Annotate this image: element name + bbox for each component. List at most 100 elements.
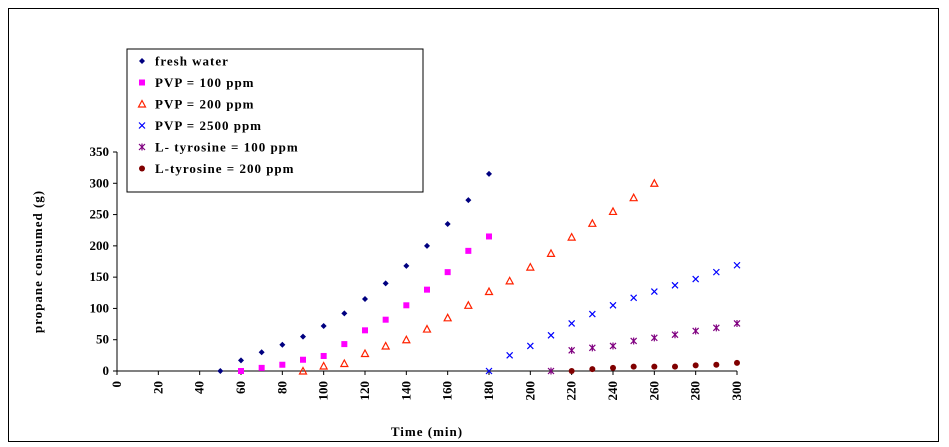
data-point: [671, 281, 679, 289]
data-point: [608, 206, 618, 216]
data-point: [650, 334, 658, 342]
data-point: [465, 197, 472, 204]
x-tick-label: 100: [316, 381, 331, 401]
legend-item: PVP = 200 ppm: [137, 97, 255, 112]
data-point: [258, 364, 265, 371]
data-point: [320, 352, 327, 359]
data-point: [238, 368, 244, 374]
data-point: [279, 341, 286, 348]
legend-label: PVP = 100 ppm: [155, 75, 255, 90]
y-tick-label: 350: [90, 144, 110, 159]
y-tick-label: 0: [103, 363, 110, 378]
data-point: [506, 351, 514, 359]
legend-marker: [138, 122, 146, 129]
x-tick-label: 280: [688, 381, 703, 401]
series-6: [568, 359, 740, 374]
data-point: [465, 247, 472, 254]
legend-label: fresh water: [155, 54, 229, 69]
data-point: [630, 337, 638, 345]
data-point: [382, 280, 389, 287]
legend-marker: [139, 58, 145, 64]
x-tick-label: 40: [192, 381, 207, 394]
data-point: [692, 275, 700, 283]
data-point: [381, 341, 391, 350]
data-point: [526, 342, 534, 350]
data-point: [422, 324, 432, 333]
data-point: [733, 319, 741, 327]
data-point: [692, 362, 699, 369]
y-axis-title: propane consumed (g): [30, 190, 45, 333]
data-point: [630, 363, 637, 370]
data-point: [319, 361, 329, 370]
data-point: [609, 342, 617, 350]
legend-item: PVP = 100 ppm: [139, 75, 255, 90]
data-point: [403, 262, 410, 269]
legend-label: L-tyrosine = 200 ppm: [155, 161, 294, 176]
data-point: [568, 368, 575, 374]
legend-marker: [139, 79, 145, 86]
y-tick-label: 200: [90, 238, 110, 253]
data-point: [401, 334, 411, 344]
legend-item: L- tyrosine = 100 ppm: [138, 140, 298, 155]
data-point: [651, 363, 658, 370]
data-point: [588, 344, 596, 352]
x-tick-label: 220: [564, 381, 579, 401]
legend-marker: [138, 143, 146, 151]
data-point: [610, 364, 616, 371]
x-tick-label: 80: [274, 381, 289, 394]
data-point: [217, 368, 224, 374]
data-point: [486, 233, 492, 240]
data-point: [547, 331, 555, 339]
x-tick-label: 260: [646, 381, 661, 401]
legend-label: PVP = 200 ppm: [155, 97, 255, 112]
series-1: [217, 170, 492, 374]
y-tick-labels: 0 50 100 150 200 250 300 350: [90, 144, 110, 378]
data-point: [486, 170, 492, 177]
data-point: [505, 276, 515, 285]
legend-marker: [137, 99, 147, 108]
data-point: [568, 346, 576, 354]
y-tick-label: 250: [90, 207, 110, 222]
x-tick-label: 200: [522, 381, 537, 401]
data-point: [609, 301, 617, 309]
data-point: [300, 356, 306, 363]
legend-marker: [139, 165, 145, 172]
data-point: [298, 366, 308, 375]
data-point: [238, 357, 244, 364]
data-point: [403, 302, 410, 309]
y-tick-label: 100: [90, 300, 110, 315]
y-tick-label: 300: [90, 175, 110, 190]
data-point: [733, 261, 741, 269]
data-point: [360, 348, 370, 358]
data-point: [650, 288, 658, 295]
series-4: [485, 261, 741, 375]
data-point: [568, 320, 576, 327]
x-tick-label: 20: [150, 381, 165, 394]
chart-frame: 0 20 40 60 80 100 120 140 160 180 200 220 240 260 280 3…: [8, 8, 939, 442]
data-point: [546, 248, 556, 257]
data-point: [629, 192, 639, 202]
x-tick-labels: 0 20 40 60 80 100 120 140 160 180 200 220 240 260 280 3…: [109, 381, 744, 401]
data-point: [692, 327, 700, 335]
data-point: [588, 310, 596, 318]
series-2: [238, 233, 492, 374]
data-point: [424, 242, 430, 249]
y-tick-label: 150: [90, 269, 110, 284]
legend-item: PVP = 2500 ppm: [138, 118, 261, 133]
data-point: [713, 361, 720, 368]
data-point: [672, 363, 678, 370]
data-point: [382, 316, 389, 323]
data-point: [463, 300, 473, 309]
legend-item: L-tyrosine = 200 ppm: [139, 161, 294, 176]
data-point: [649, 178, 659, 187]
data-point: [341, 310, 348, 317]
x-tick-label: 120: [357, 381, 372, 401]
data-point: [587, 218, 597, 227]
data-point: [712, 268, 720, 276]
data-point: [300, 333, 306, 340]
data-point: [424, 286, 430, 293]
legend: fresh water PVP = 100 ppm PVP = 200 ppm PVP…: [126, 48, 424, 193]
x-tick-label: 160: [440, 381, 455, 401]
x-tick-label: 60: [233, 381, 248, 394]
data-point: [734, 359, 740, 366]
